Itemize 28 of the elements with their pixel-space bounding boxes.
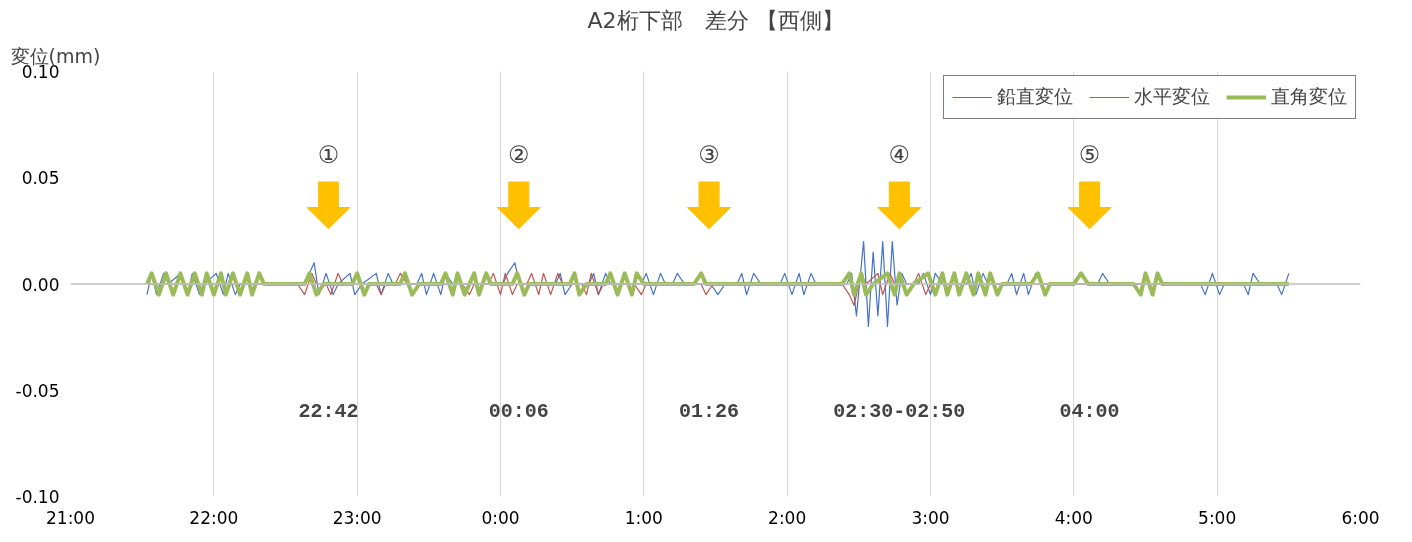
annotation: ④ — [888, 141, 911, 170]
annotation: 04:00 — [1059, 400, 1120, 423]
y-tick-label: -0.10 — [15, 487, 60, 507]
x-tick-label: 5:00 — [1198, 507, 1237, 528]
x-tick-label: 4:00 — [1054, 507, 1093, 528]
annotation: ⑤ — [1078, 141, 1101, 170]
legend-label: 水平変位 — [1134, 84, 1210, 109]
x-tick-label: 22:00 — [189, 507, 239, 528]
legend-label: 鉛直変位 — [997, 84, 1073, 109]
y-tick-label: 0.05 — [21, 168, 60, 189]
x-tick-label: 2:00 — [768, 507, 807, 528]
y-tick-label: 0.00 — [21, 274, 60, 295]
annotation: 22:42 — [298, 400, 359, 423]
chart-title: A2桁下部 差分 【西側】 — [587, 7, 844, 33]
annotation: ② — [508, 141, 530, 170]
x-tick-label: 21:00 — [46, 507, 95, 528]
legend-label: 直角変位 — [1271, 84, 1347, 109]
x-tick-label: 6:00 — [1341, 507, 1380, 528]
annotation: ① — [317, 141, 340, 170]
x-tick-label: 0:00 — [481, 507, 520, 528]
x-tick-label: 23:00 — [332, 507, 382, 528]
annotation: ③ — [698, 141, 720, 170]
annotation: 02:30-02:50 — [833, 400, 966, 423]
annotation: 00:06 — [488, 400, 549, 423]
y-tick-label: -0.05 — [15, 380, 60, 401]
x-tick-label: 1:00 — [624, 507, 663, 528]
x-tick-label: 3:00 — [911, 507, 950, 528]
annotation: 01:26 — [679, 400, 740, 423]
